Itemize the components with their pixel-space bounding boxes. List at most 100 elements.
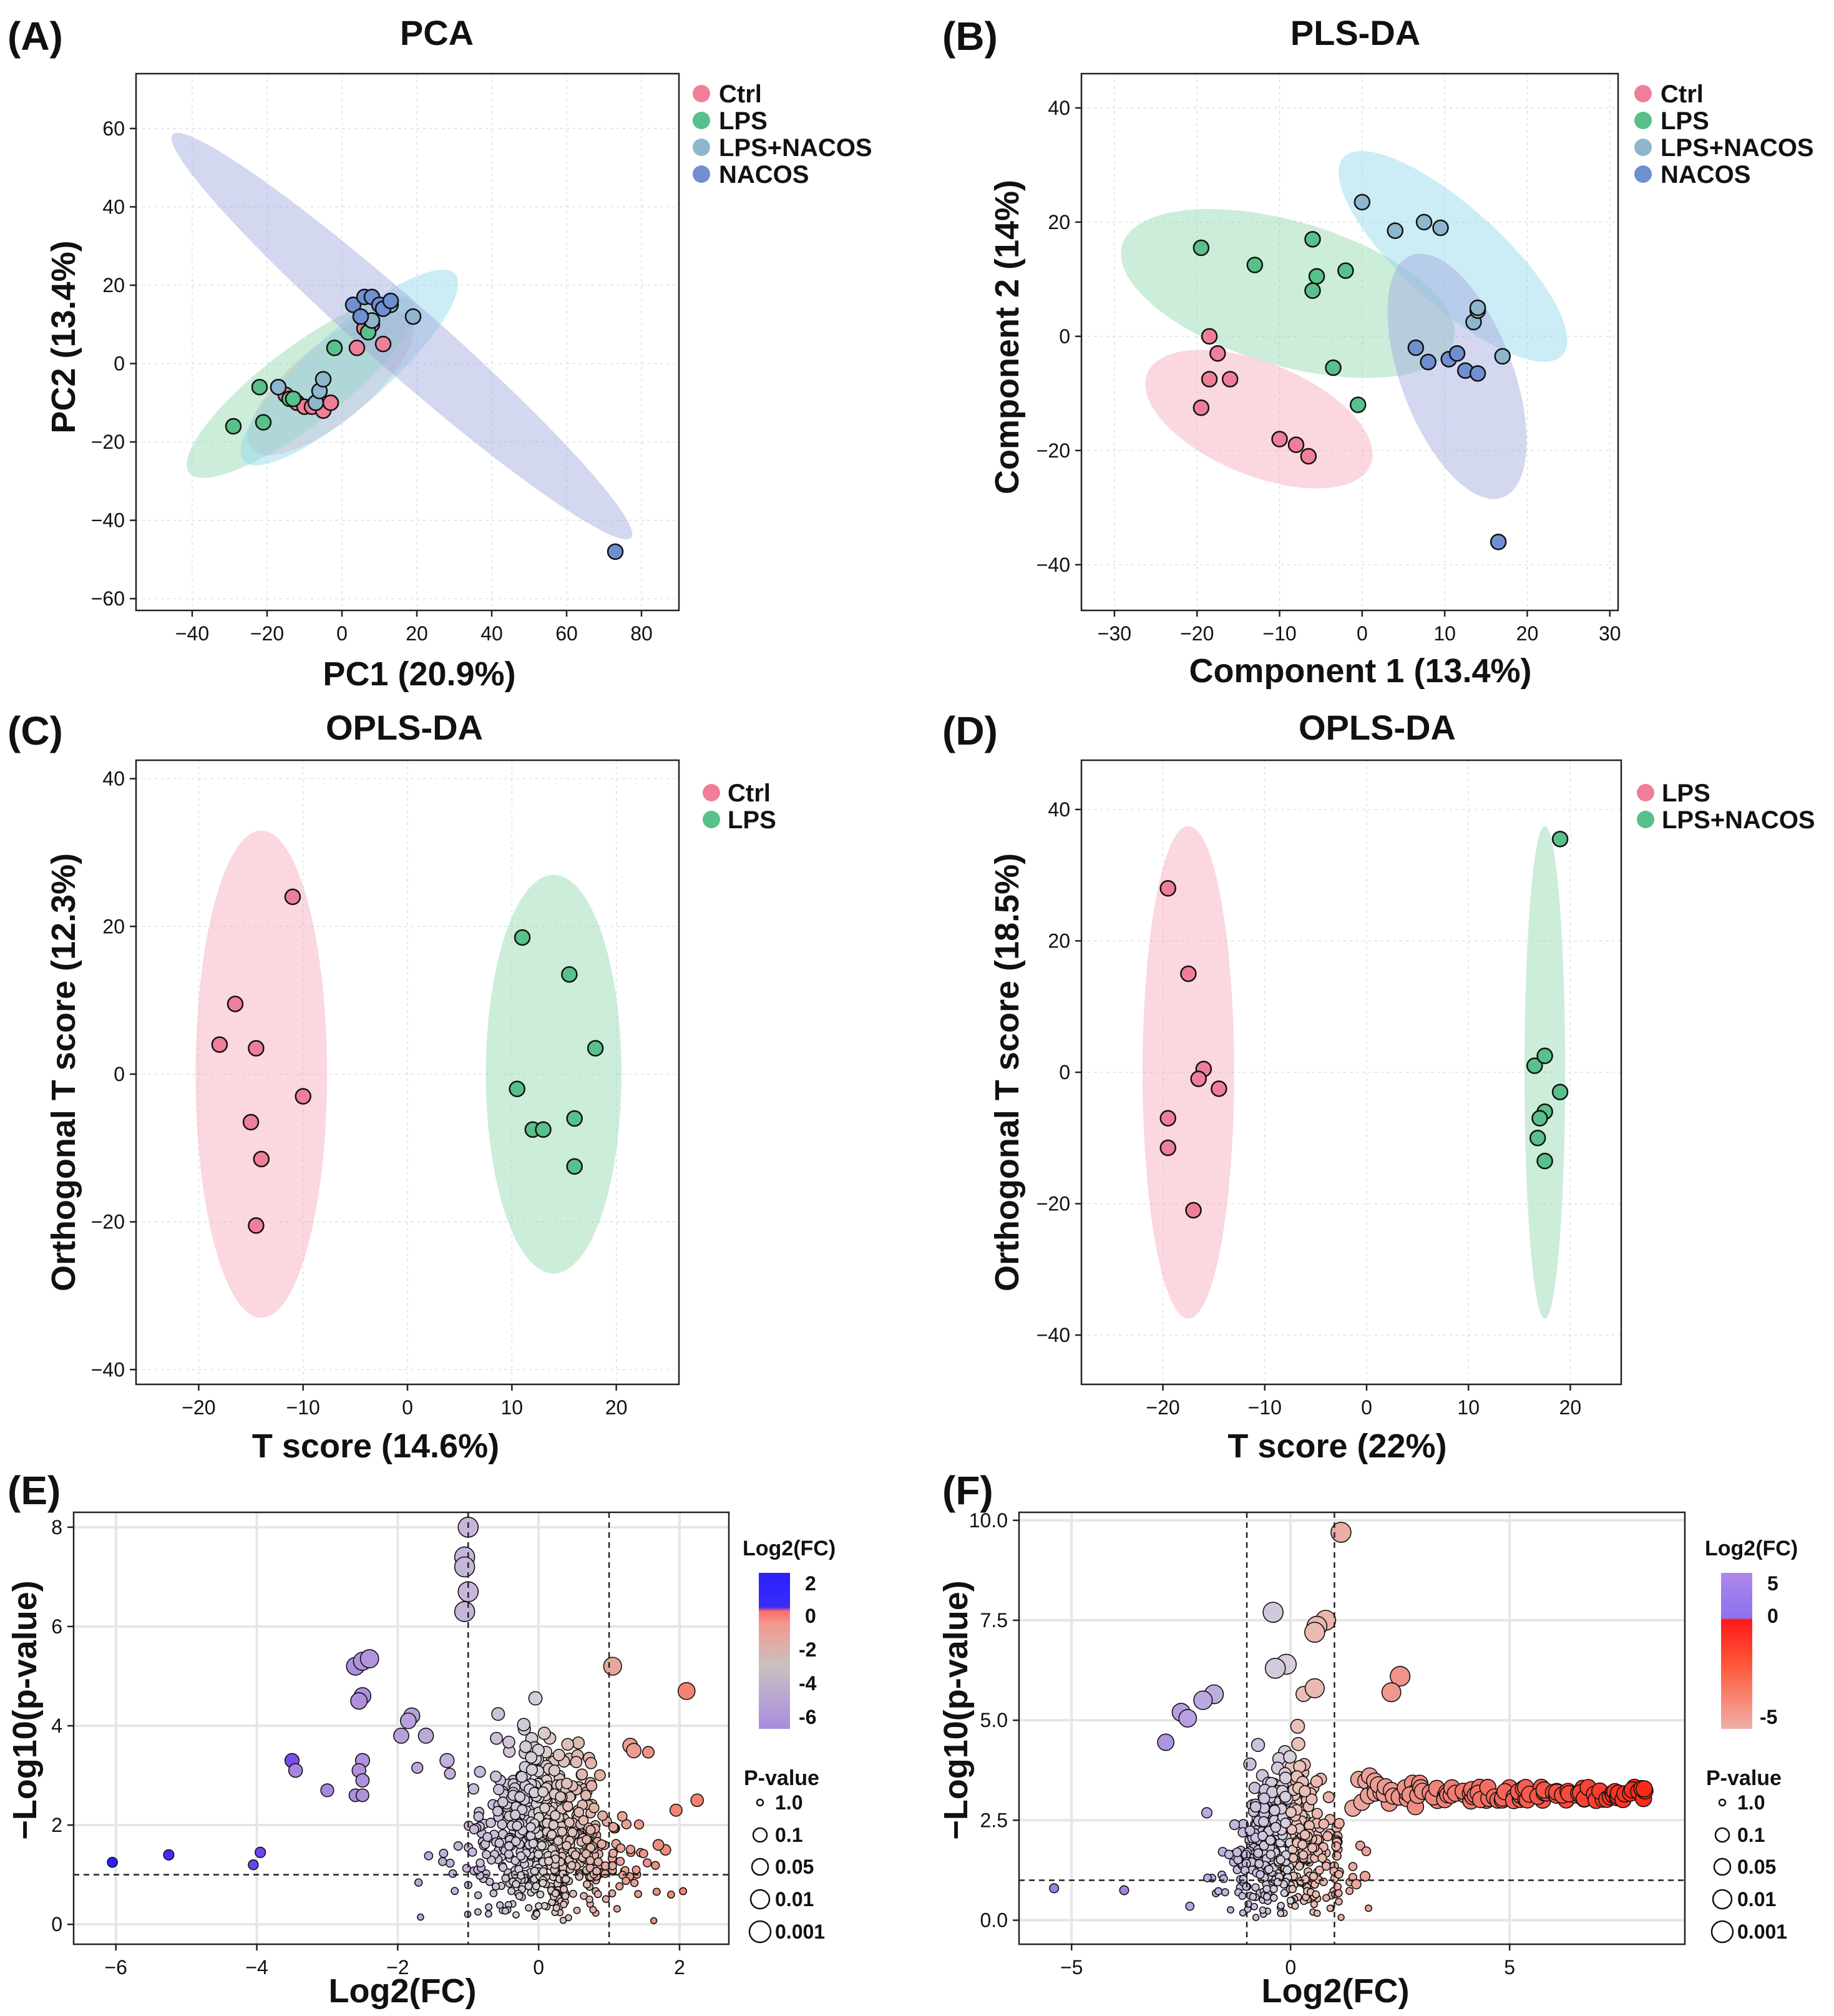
confidence-ellipse-ctrl <box>248 311 414 456</box>
confidence-ellipse-nacos <box>171 132 633 540</box>
data-point-ctrl <box>1209 345 1226 362</box>
volcano-point <box>1321 1861 1331 1871</box>
volcano-point <box>561 1892 570 1901</box>
y-tick-label: 20 <box>102 274 125 296</box>
volcano-point <box>539 1803 550 1814</box>
volcano-point <box>1258 1816 1269 1828</box>
data-point-nacos <box>1490 533 1507 550</box>
volcano-point <box>1288 1885 1297 1894</box>
legend: Ctrl LPS <box>703 780 776 834</box>
volcano-point <box>1300 1875 1310 1884</box>
volcano-point <box>1313 1909 1321 1917</box>
legend: Ctrl LPS LPS+NACOS NACOS <box>693 81 872 188</box>
volcano-point <box>560 1901 568 1909</box>
volcano-point <box>1345 1887 1354 1896</box>
volcano-point <box>593 1769 606 1781</box>
legend: LPS LPS+NACOS <box>1637 780 1815 834</box>
y-tick-label: −40 <box>91 509 125 532</box>
y-tick-label: 0 <box>1059 1061 1070 1084</box>
panel-label: (B) <box>942 14 998 59</box>
volcano-point <box>462 1864 471 1873</box>
volcano-point <box>411 1761 424 1774</box>
volcano-point <box>1221 1888 1229 1897</box>
y-tick-label: 7.5 <box>980 1609 1008 1632</box>
x-axis-title: T score (22%) <box>1227 1427 1446 1465</box>
x-tick-label: −20 <box>250 622 284 645</box>
data-point-ctrl <box>374 335 392 353</box>
size-legend-marker <box>1710 1920 1734 1944</box>
x-tick-label: 30 <box>1599 622 1621 645</box>
volcano-point <box>561 1738 574 1751</box>
volcano-point <box>580 1892 588 1901</box>
size-legend-marker <box>1713 1857 1732 1876</box>
volcano-point <box>1636 1780 1653 1798</box>
data-point-lps-nacos <box>1526 1057 1543 1074</box>
data-point-lps-nacos <box>1432 219 1449 237</box>
y-tick-label: 40 <box>102 768 125 790</box>
data-point-lps <box>509 1080 525 1097</box>
volcano-point <box>515 1771 528 1783</box>
x-axis-title: Log2(FC) <box>329 1972 477 2010</box>
colorbar-tick: -5 <box>1760 1706 1777 1728</box>
y-tick-label: −20 <box>1037 1193 1070 1215</box>
volcano-point <box>482 1849 491 1859</box>
volcano-point <box>444 1768 456 1780</box>
volcano-point <box>1381 1682 1402 1703</box>
volcano-point <box>1348 1862 1358 1871</box>
colorbar-tick: 0 <box>1767 1605 1778 1627</box>
volcano-point <box>320 1783 334 1798</box>
volcano-point <box>1331 1841 1342 1852</box>
legend: Ctrl LPS LPS+NACOS NACOS <box>1634 81 1814 188</box>
y-tick-label: 10.0 <box>969 1509 1008 1532</box>
volcano-point <box>493 1784 505 1796</box>
volcano-point <box>597 1839 607 1849</box>
volcano-point <box>580 1789 592 1801</box>
volcano-point <box>559 1917 567 1924</box>
volcano-point <box>489 1889 498 1897</box>
legend-label: Ctrl <box>719 81 762 108</box>
y-tick-label: 8 <box>51 1516 62 1539</box>
volcano-point <box>1248 1781 1261 1794</box>
x-axis-title: Log2(FC) <box>1262 1972 1410 2010</box>
volcano-point <box>573 1906 581 1914</box>
volcano-point <box>1193 1690 1213 1710</box>
y-axis-title: Orthogonal T score (12.3%) <box>45 853 82 1291</box>
volcano-point <box>491 1882 500 1891</box>
volcano-point <box>585 1824 596 1835</box>
x-tick-label: 0 <box>1357 622 1368 645</box>
volcano-point <box>578 1815 589 1826</box>
volcano-point <box>1282 1865 1292 1875</box>
volcano-point <box>453 1841 463 1851</box>
volcano-point <box>553 1836 563 1846</box>
volcano-point <box>575 1872 584 1881</box>
volcano-point <box>592 1867 602 1876</box>
data-point-lps <box>1159 880 1176 897</box>
volcano-point <box>1286 1896 1295 1905</box>
volcano-point <box>633 1819 645 1830</box>
size-legend-marker <box>756 1798 764 1807</box>
volcano-point <box>1229 1819 1241 1831</box>
y-tick-label: 2.5 <box>980 1809 1008 1831</box>
volcano-point <box>667 1891 675 1899</box>
volcano-point <box>1232 1847 1242 1857</box>
volcano-point <box>1244 1900 1252 1908</box>
volcano-point <box>1361 1846 1372 1856</box>
size-legend-title: P-value <box>1706 1766 1782 1790</box>
size-legend-label: 0.05 <box>775 1856 814 1878</box>
volcano-point <box>474 1891 482 1899</box>
volcano-point <box>490 1770 502 1783</box>
volcano-point <box>1214 1887 1222 1896</box>
x-tick-label: −20 <box>1146 1396 1179 1419</box>
colorbar-tick: -4 <box>799 1672 817 1695</box>
data-point-lps <box>1246 257 1264 273</box>
volcano-point <box>1269 1804 1280 1816</box>
data-point-nacos <box>382 292 399 310</box>
volcano-point <box>593 1857 603 1867</box>
y-tick-label: 40 <box>1048 798 1070 821</box>
volcano-point <box>616 1843 626 1853</box>
volcano-point <box>573 1807 585 1818</box>
legend-label: LPS <box>1661 107 1709 135</box>
volcano-point <box>641 1746 655 1759</box>
volcano-point <box>510 1809 521 1821</box>
volcano-point <box>485 1818 496 1828</box>
